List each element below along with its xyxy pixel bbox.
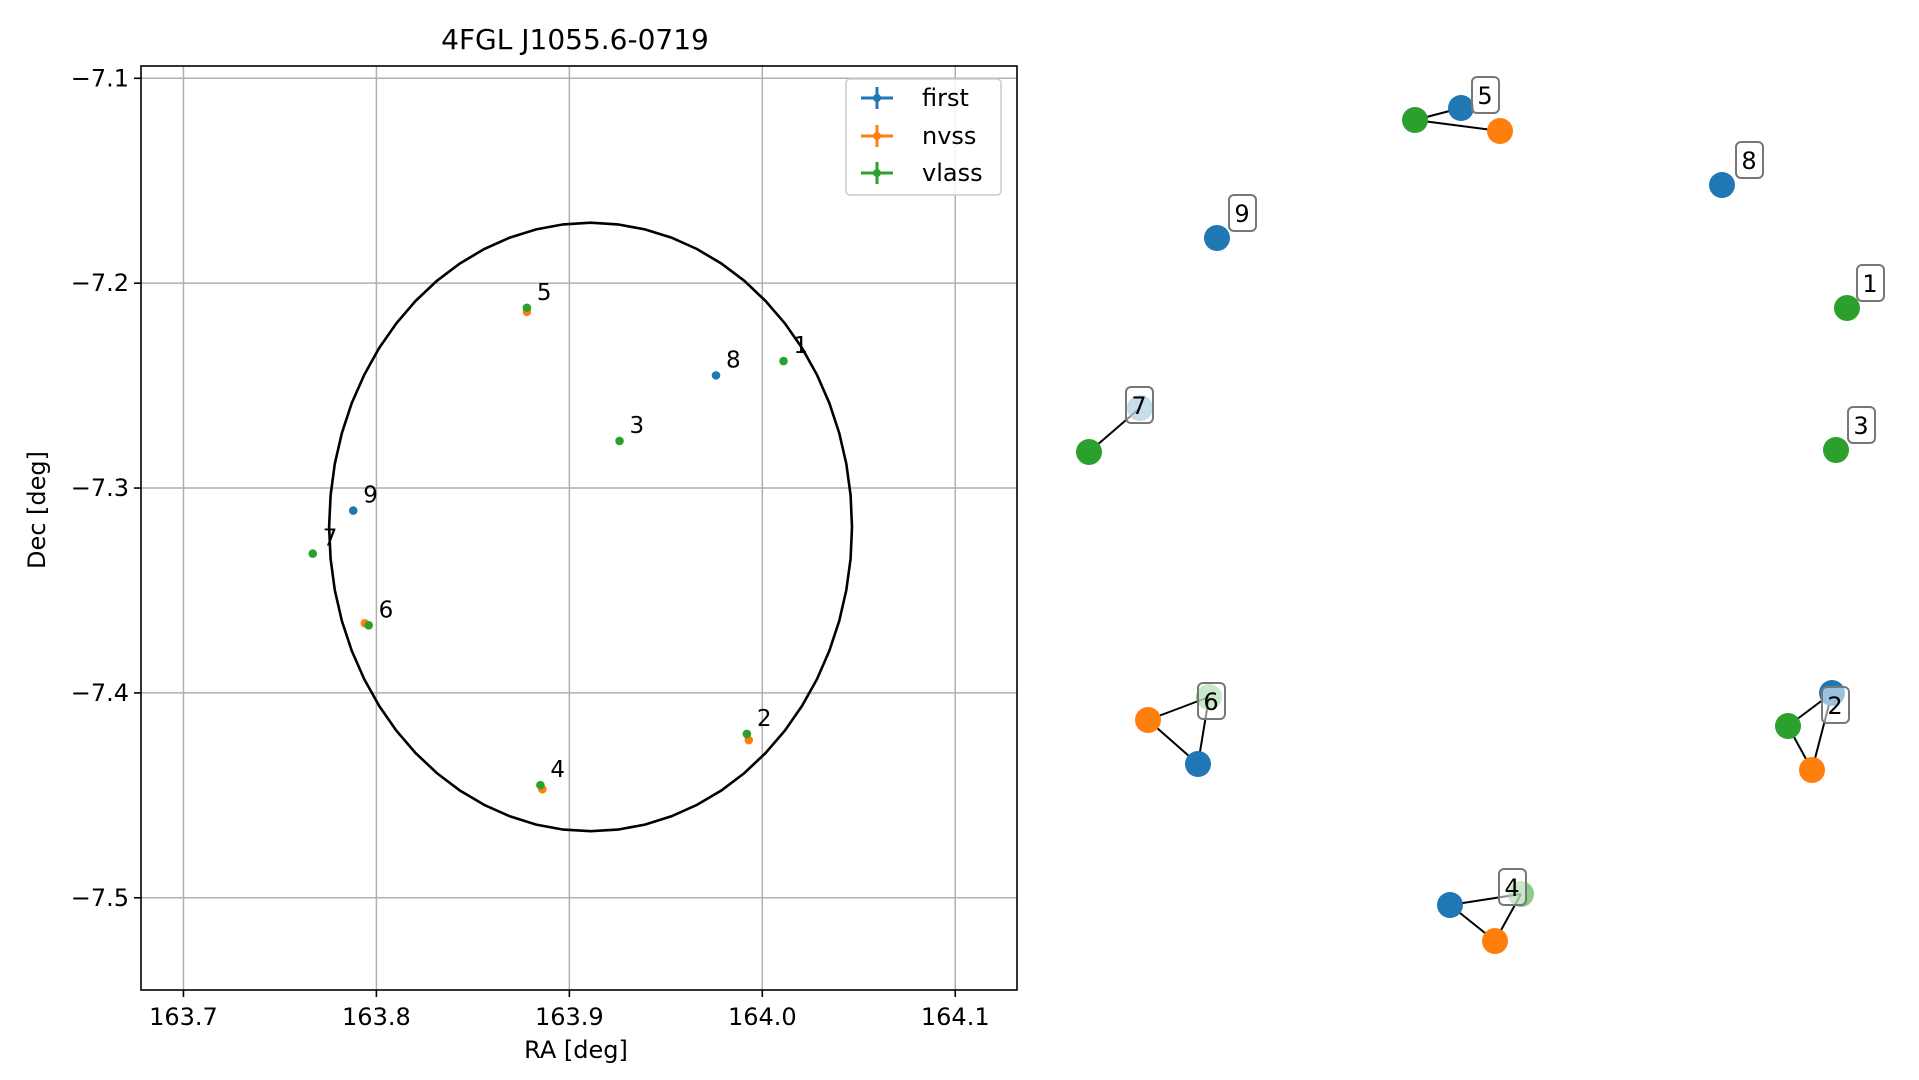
localization-ellipse xyxy=(327,221,854,833)
x-tick-label: 163.9 xyxy=(535,1003,604,1031)
ticks-layer: 163.7 163.8 163.9 164.0 164.1 −7.1 −7.2 −7.3 −7.… xyxy=(71,64,990,1031)
node-label: 9 xyxy=(1234,200,1249,228)
point-label: 4 xyxy=(550,757,565,783)
x-tick-label: 163.7 xyxy=(149,1003,218,1031)
x-axis-label: RA [deg] xyxy=(524,1036,628,1064)
node-label-box xyxy=(1498,868,1527,906)
cluster-6: 6 xyxy=(1135,682,1226,777)
node-nvss xyxy=(1487,118,1513,144)
node-label-box xyxy=(1471,76,1500,114)
cluster-9: 9 xyxy=(1204,194,1257,251)
points-layer: 8 9 5 1 3 7 6 4 2 xyxy=(308,280,808,794)
node-label: 7 xyxy=(1131,392,1146,420)
legend-entry-vlass: vlass xyxy=(861,159,983,187)
y-tick-label: −7.2 xyxy=(71,269,129,297)
point-label: 5 xyxy=(537,280,552,306)
node-label-box xyxy=(1197,682,1226,720)
node-nvss xyxy=(1482,928,1508,954)
node-vlass xyxy=(1775,713,1801,739)
y-tick-label: −7.5 xyxy=(71,884,129,912)
legend-box xyxy=(845,78,1002,196)
point-label: 2 xyxy=(757,706,772,732)
node-label-box xyxy=(1228,194,1257,232)
grid-layer xyxy=(141,66,1017,990)
point-vlass xyxy=(742,729,752,739)
legend-label-vlass: vlass xyxy=(922,159,983,187)
point-label: 8 xyxy=(726,347,741,373)
point-vlass xyxy=(308,549,318,558)
y-axis-label: Dec [deg] xyxy=(23,451,51,569)
legend-label-nvss: nvss xyxy=(922,122,976,150)
legend-entry-nvss: nvss xyxy=(861,122,976,150)
network-panel: 5 8 9 1 7 3 6 2 4 xyxy=(1076,76,1885,954)
node-first xyxy=(1185,751,1211,777)
node-first xyxy=(1448,95,1474,121)
node-label: 6 xyxy=(1203,688,1218,716)
point-label: 7 xyxy=(323,526,338,552)
point-vlass xyxy=(779,356,788,366)
point-first xyxy=(348,506,358,515)
point-vlass xyxy=(615,436,624,446)
y-tick-label: −7.1 xyxy=(71,64,129,92)
node-label: 8 xyxy=(1741,147,1756,175)
point-vlass xyxy=(536,780,545,790)
node-nvss xyxy=(1799,757,1825,783)
legend: first nvss vlass xyxy=(845,78,1002,196)
cluster-5: 5 xyxy=(1402,76,1513,144)
cluster-2: 2 xyxy=(1775,680,1850,783)
node-label-box xyxy=(1847,406,1876,444)
node-vlass xyxy=(1402,107,1428,133)
legend-label-first: first xyxy=(922,84,969,112)
scatter-panel: 8 9 5 1 3 7 6 4 2 163.7 163.8 163.9 164.0 164.1 −7.1 −… xyxy=(23,23,1018,1064)
x-tick-label: 163.8 xyxy=(342,1003,411,1031)
node-first xyxy=(1437,892,1463,918)
node-label-box xyxy=(1125,386,1154,424)
node-label: 2 xyxy=(1827,692,1842,720)
legend-entry-first: first xyxy=(861,84,969,112)
y-tick-label: −7.3 xyxy=(71,474,129,502)
y-tick-label: −7.4 xyxy=(71,679,129,707)
node-label: 4 xyxy=(1504,874,1519,902)
node-first xyxy=(1709,172,1735,198)
cluster-8: 8 xyxy=(1709,141,1764,198)
point-first xyxy=(711,371,721,380)
node-vlass xyxy=(1823,437,1849,463)
node-label: 3 xyxy=(1853,412,1868,440)
node-label-box xyxy=(1821,686,1850,724)
point-label: 6 xyxy=(379,597,394,623)
cluster-3: 3 xyxy=(1823,406,1876,463)
plot-frame xyxy=(140,65,1018,991)
chart-title: 4FGL J1055.6-0719 xyxy=(441,23,709,56)
node-label-box xyxy=(1735,141,1764,179)
point-label: 1 xyxy=(794,333,809,359)
point-label: 3 xyxy=(630,413,645,439)
cluster-1: 1 xyxy=(1834,264,1885,321)
point-vlass xyxy=(364,621,373,630)
x-tick-label: 164.1 xyxy=(921,1003,990,1031)
cluster-7: 7 xyxy=(1076,386,1154,465)
ellipse-layer xyxy=(327,221,854,833)
node-label-box xyxy=(1856,264,1885,302)
node-nvss xyxy=(1135,707,1161,733)
node-vlass xyxy=(1076,439,1102,465)
cluster-4: 4 xyxy=(1437,868,1534,954)
node-label: 5 xyxy=(1477,82,1492,110)
point-vlass xyxy=(522,303,532,313)
edge xyxy=(1414,119,1501,132)
node-first xyxy=(1204,225,1230,251)
x-tick-label: 164.0 xyxy=(728,1003,797,1031)
point-label: 9 xyxy=(363,483,378,509)
node-label: 1 xyxy=(1862,270,1877,298)
node-vlass xyxy=(1834,295,1860,321)
